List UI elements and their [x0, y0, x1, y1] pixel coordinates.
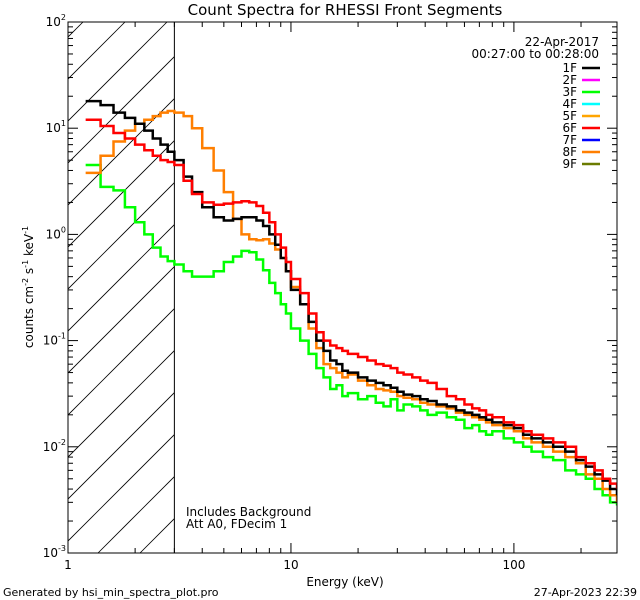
legend-label-9F: 9F	[562, 157, 577, 171]
legend-label-4F: 4F	[562, 97, 577, 111]
legend-label-2F: 2F	[562, 73, 577, 87]
x-axis-label: Energy (keV)	[306, 575, 383, 589]
x-tick-label: 10	[283, 558, 298, 572]
y-tick-label: 10-2	[43, 438, 66, 454]
legend-label-5F: 5F	[562, 109, 577, 123]
legend-label-8F: 8F	[562, 145, 577, 159]
y-axis-label: counts cm-2 s-1 keV-1	[21, 226, 36, 348]
series-line-3F	[85, 163, 617, 506]
hatch-line	[68, 22, 84, 38]
hatch-line	[68, 266, 175, 374]
x-tick-label: 1	[64, 558, 72, 572]
hatch-line	[68, 56, 175, 164]
hatch-line	[68, 22, 126, 80]
hatch-line	[68, 224, 175, 332]
legend-label-1F: 1F	[562, 61, 577, 75]
plot-frame	[67, 21, 618, 554]
hatch-line	[68, 434, 175, 542]
legend-label-6F: 6F	[562, 121, 577, 135]
legend-label-7F: 7F	[562, 133, 577, 147]
x-tick-label: 100	[502, 558, 525, 572]
legend-label-3F: 3F	[562, 85, 577, 99]
y-tick-label: 100	[46, 225, 66, 241]
hatch-line	[68, 22, 168, 122]
annotation-line-2: Att A0, FDecim 1	[186, 517, 287, 531]
hatch-line	[97, 476, 175, 553]
y-tick-label: 10-1	[43, 332, 66, 348]
footer-generator: Generated by hsi_min_spectra_plot.pro	[3, 586, 219, 599]
chart-title: Count Spectra for RHESSI Front Segments	[188, 1, 503, 19]
hatch-line	[68, 140, 175, 248]
time-range-label: 00:27:00 to 00:28:00	[472, 47, 599, 61]
hatch-line	[68, 98, 175, 206]
y-tick-label: 102	[46, 13, 66, 29]
hatch-line	[68, 350, 175, 458]
annotation-line-1: Includes Background	[186, 505, 311, 519]
y-tick-label: 10-3	[43, 544, 66, 560]
hatched-region	[68, 22, 175, 553]
series-line-6F	[85, 118, 617, 490]
date-label: 22-Apr-2017	[525, 35, 599, 49]
hatch-line	[68, 392, 175, 500]
hatch-line	[68, 182, 175, 290]
y-tick-label: 101	[46, 119, 66, 135]
footer-timestamp: 27-Apr-2023 22:39	[534, 586, 637, 599]
